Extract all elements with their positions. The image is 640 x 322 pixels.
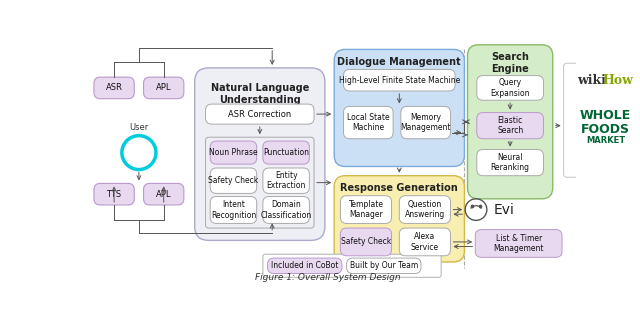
FancyBboxPatch shape (143, 77, 184, 99)
Text: ASR Correction: ASR Correction (228, 109, 291, 118)
FancyBboxPatch shape (399, 196, 451, 223)
FancyBboxPatch shape (263, 196, 309, 223)
Text: APL: APL (156, 83, 172, 92)
Text: MARKET: MARKET (586, 136, 625, 145)
Text: Question
Answering: Question Answering (404, 200, 445, 219)
FancyBboxPatch shape (477, 76, 543, 100)
Text: wiki: wiki (577, 74, 605, 88)
Text: Safety Check: Safety Check (341, 237, 391, 246)
Text: WHOLE: WHOLE (580, 109, 631, 122)
FancyBboxPatch shape (94, 77, 134, 99)
FancyBboxPatch shape (263, 141, 309, 164)
FancyBboxPatch shape (263, 168, 309, 194)
Text: Punctuation: Punctuation (263, 148, 309, 157)
Text: Query
Expansion: Query Expansion (490, 78, 530, 98)
Text: Intent
Recognition: Intent Recognition (211, 200, 256, 220)
FancyBboxPatch shape (399, 228, 451, 256)
Text: Memory
Management: Memory Management (401, 113, 451, 132)
FancyBboxPatch shape (340, 196, 392, 223)
Text: Natural Language
Understanding: Natural Language Understanding (211, 83, 309, 105)
FancyBboxPatch shape (401, 106, 451, 139)
Text: Noun Phrase: Noun Phrase (209, 148, 258, 157)
Text: Dialogue Management: Dialogue Management (337, 57, 461, 67)
FancyBboxPatch shape (344, 70, 455, 91)
FancyBboxPatch shape (340, 228, 392, 256)
Text: FOODS: FOODS (581, 123, 630, 136)
Text: Neural
Reranking: Neural Reranking (491, 153, 530, 172)
Text: Domain
Classification: Domain Classification (260, 200, 312, 220)
FancyBboxPatch shape (344, 106, 393, 139)
Text: Local State
Machine: Local State Machine (347, 113, 390, 132)
FancyBboxPatch shape (476, 230, 562, 257)
Text: Safety Check: Safety Check (209, 176, 259, 185)
Text: ASR: ASR (106, 83, 122, 92)
Text: User: User (129, 123, 148, 132)
FancyBboxPatch shape (334, 49, 465, 166)
Text: Elastic
Search: Elastic Search (497, 116, 524, 135)
FancyBboxPatch shape (195, 68, 325, 241)
FancyBboxPatch shape (210, 168, 257, 194)
Circle shape (599, 100, 612, 113)
Text: Evi: Evi (494, 203, 515, 217)
FancyBboxPatch shape (347, 258, 421, 273)
Text: Entity
Extraction: Entity Extraction (266, 171, 306, 190)
Text: APL: APL (156, 190, 172, 199)
FancyBboxPatch shape (263, 254, 441, 277)
Text: TTS: TTS (106, 190, 122, 199)
FancyBboxPatch shape (210, 141, 257, 164)
Text: Search
Engine: Search Engine (491, 52, 529, 74)
Text: List & Timer
Management: List & Timer Management (493, 234, 544, 253)
FancyBboxPatch shape (205, 104, 314, 124)
FancyBboxPatch shape (477, 113, 543, 139)
FancyBboxPatch shape (268, 258, 342, 273)
Text: Template
Manager: Template Manager (348, 200, 383, 219)
Text: High-Level Finite State Machine: High-Level Finite State Machine (339, 76, 460, 85)
Text: Figure 1: Overall System Design: Figure 1: Overall System Design (255, 273, 401, 282)
FancyBboxPatch shape (143, 184, 184, 205)
FancyBboxPatch shape (334, 176, 465, 262)
FancyBboxPatch shape (94, 184, 134, 205)
Text: Included in CoBot: Included in CoBot (271, 261, 339, 270)
FancyBboxPatch shape (564, 63, 640, 177)
Text: Alexa
Service: Alexa Service (411, 232, 439, 251)
FancyBboxPatch shape (210, 196, 257, 223)
Text: Response Generation: Response Generation (340, 184, 458, 194)
Text: Built by Our Team: Built by Our Team (349, 261, 418, 270)
FancyBboxPatch shape (467, 45, 553, 199)
Text: How: How (602, 74, 633, 88)
FancyBboxPatch shape (477, 149, 543, 176)
